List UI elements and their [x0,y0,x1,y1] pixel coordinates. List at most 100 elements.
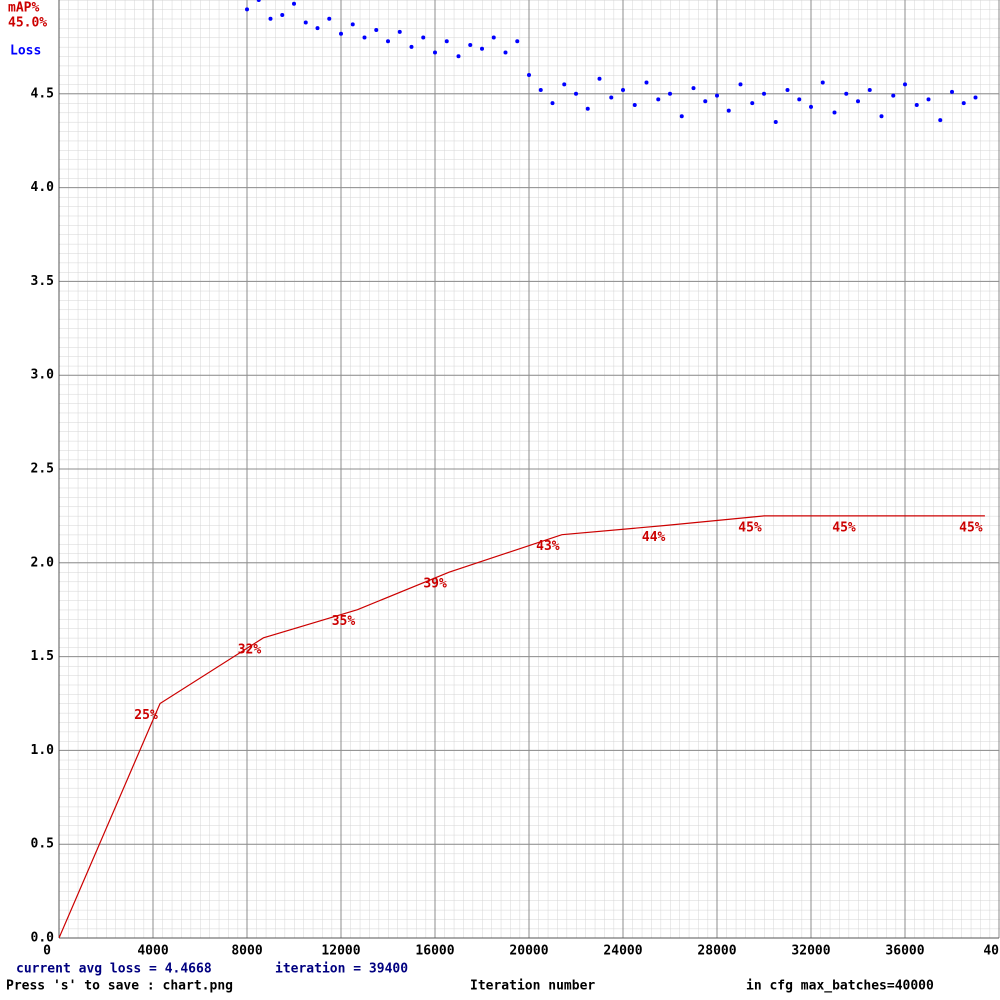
loss-point [597,76,602,81]
loss-point [280,13,285,18]
loss-point [832,110,837,115]
loss-point [433,50,437,55]
loss-point [679,114,684,119]
x-tick-label: 16000 [415,944,454,959]
loss-point [480,46,484,51]
x-tick-label: 20000 [509,944,548,959]
loss-point [327,16,332,21]
map-label: 45% [832,520,856,535]
y-tick-label: 0.5 [31,837,54,852]
loss-point [914,103,919,108]
loss-point [374,28,379,33]
x-tick-label: 40 [983,944,999,959]
x-tick-label: 32000 [791,944,830,959]
loss-point [339,31,343,36]
loss-point [362,35,367,40]
loss-point [891,93,896,98]
map-label: 44% [642,530,666,545]
loss-point [632,103,637,108]
loss-point [973,95,978,100]
y2-label: mAP% [8,1,39,16]
loss-point [703,99,708,104]
loss-point [256,0,261,2]
map-label: 45% [959,520,983,535]
save-hint: Press 's' to save : chart.png [6,979,233,994]
loss-point [503,50,508,55]
y-tick-label: 1.0 [31,743,55,758]
loss-point [950,89,954,94]
loss-point [456,54,461,59]
loss-point [444,39,449,44]
loss-point [668,91,672,96]
y-tick-label: 2.5 [31,462,54,477]
loss-point [350,22,355,27]
loss-point [797,97,802,102]
loss-point [409,44,414,49]
loss-point [715,93,719,98]
max-batches: in cfg max_batches=40000 [746,979,934,994]
loss-point [292,1,296,6]
loss-point [961,101,966,106]
loss-point [268,16,273,21]
map-line [59,515,985,938]
loss-point [750,101,755,106]
loss-point [527,73,531,78]
y-label: Loss [10,44,41,59]
x-tick-label: 8000 [231,944,262,959]
loss-point [421,35,426,40]
loss-point [562,82,567,87]
loss-point [773,119,778,124]
loss-point [762,91,766,96]
loss-point [468,43,473,48]
loss-point [644,80,649,85]
y-tick-label: 3.5 [31,274,54,289]
x-tick-label: 12000 [321,944,360,959]
y-tick-label: 3.0 [31,368,55,383]
loss-point [386,39,390,44]
x-tick-label: 0 [43,944,51,959]
loss-point [491,35,496,40]
loss-point [245,7,249,12]
status-loss: current avg loss = 4.4668 [16,962,212,977]
loss-point [820,80,825,85]
loss-point [879,114,884,119]
loss-point [538,88,543,93]
loss-point [726,108,731,113]
y-tick-label: 1.5 [31,649,54,664]
loss-point [903,82,907,87]
x-tick-label: 36000 [885,944,924,959]
y-tick-label: 4.0 [31,180,55,195]
loss-point [844,91,849,96]
map-label: 39% [423,577,447,592]
map-label: 43% [536,539,560,554]
loss-point [856,99,860,104]
loss-point [938,118,943,123]
x-tick-label: 28000 [697,944,736,959]
loss-point [926,97,931,102]
y-tick-label: 4.5 [31,86,54,101]
x-tick-label: 4000 [137,944,168,959]
loss-point [621,88,625,93]
loss-point [609,95,614,100]
status-iteration: iteration = 39400 [275,962,408,977]
loss-point [315,26,320,31]
y2-current: 45.0% [8,16,47,31]
x-tick-label: 24000 [603,944,642,959]
loss-point [785,88,790,93]
loss-point [656,97,661,102]
y-tick-label: 0.0 [31,931,55,946]
loss-point [809,104,813,109]
loss-point [867,88,872,93]
map-label: 32% [238,642,262,657]
loss-point [515,39,520,44]
map-label: 45% [738,520,762,535]
loss-point [738,82,743,87]
x-axis-title: Iteration number [470,979,595,994]
loss-point [574,91,578,96]
loss-point [397,29,402,34]
loss-point [585,106,590,111]
map-label: 35% [332,614,356,629]
loss-point [303,20,308,25]
loss-point [550,101,555,106]
